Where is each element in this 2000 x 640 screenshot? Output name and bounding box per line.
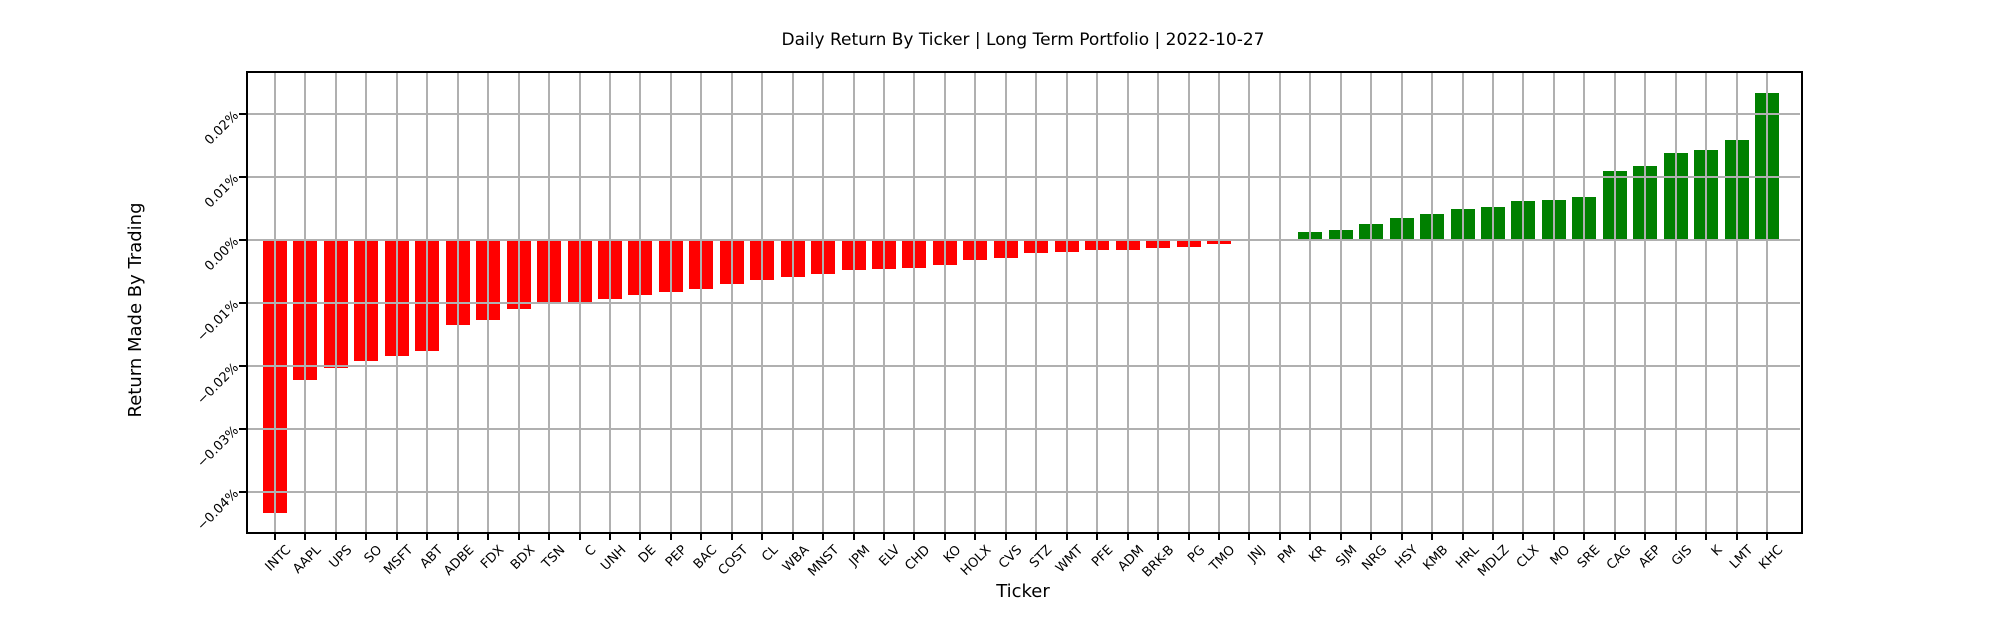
x-tick-mark [1674, 532, 1677, 540]
y-tick-mark [239, 427, 247, 430]
x-tick-mark [1217, 532, 1220, 540]
x-tick-mark [1613, 532, 1616, 540]
x-tick-mark [1644, 532, 1647, 540]
gridline-horizontal [247, 427, 1800, 430]
x-tick-mark [1004, 532, 1007, 540]
x-tick-mark [365, 532, 368, 540]
x-tick-mark [761, 532, 764, 540]
x-tick-mark [791, 532, 794, 540]
x-tick-mark [578, 532, 581, 540]
x-tick-mark [1065, 532, 1068, 540]
x-tick-mark [1735, 532, 1738, 540]
x-tick-mark [730, 532, 733, 540]
x-tick-mark [974, 532, 977, 540]
x-tick-mark [1705, 532, 1708, 540]
x-tick-mark [1248, 532, 1251, 540]
x-tick-mark [548, 532, 551, 540]
x-tick-mark [883, 532, 885, 540]
chart-title: Daily Return By Ticker | Long Term Portf… [781, 30, 1265, 50]
gridline-horizontal [247, 302, 1800, 305]
x-tick-mark [1766, 532, 1769, 540]
x-tick-mark [334, 532, 337, 540]
y-tick-mark [239, 239, 247, 242]
y-tick-mark [239, 113, 247, 116]
y-tick-mark [239, 302, 247, 305]
x-tick-mark [1431, 532, 1434, 540]
gridline-horizontal [247, 490, 1800, 493]
bar-chart: Daily Return By Ticker | Long Term Portf… [125, 30, 1803, 602]
x-tick-mark [822, 532, 825, 540]
x-tick-mark [1157, 532, 1160, 540]
x-tick-mark [1583, 532, 1586, 540]
x-tick-mark [913, 532, 916, 540]
x-tick-mark [1492, 532, 1494, 540]
x-tick-mark [1035, 532, 1038, 540]
x-tick-mark [700, 532, 703, 540]
gridline-horizontal [247, 113, 1800, 116]
x-tick-mark [1126, 532, 1129, 540]
gridline-horizontal [247, 239, 1800, 242]
x-tick-mark [1522, 532, 1525, 540]
x-tick-mark [639, 532, 642, 540]
x-axis-label: Ticker [996, 581, 1050, 602]
x-tick-mark [1309, 532, 1312, 540]
gridline-horizontal [247, 365, 1800, 367]
x-tick-mark [1187, 532, 1190, 540]
y-tick-mark [239, 176, 247, 179]
gridline-horizontal [247, 176, 1800, 179]
y-tick-mark [239, 490, 247, 493]
x-tick-mark [1552, 532, 1555, 540]
x-tick-mark [1339, 532, 1342, 540]
x-tick-mark [517, 532, 520, 540]
x-tick-mark [1400, 532, 1403, 540]
x-tick-mark [487, 532, 490, 540]
x-tick-mark [1278, 532, 1281, 540]
x-tick-mark [456, 532, 459, 540]
x-tick-mark [395, 532, 398, 540]
x-tick-mark [304, 532, 307, 540]
x-tick-mark [426, 532, 429, 540]
x-tick-mark [1096, 532, 1099, 540]
y-tick-mark [239, 365, 247, 367]
x-tick-mark [669, 532, 672, 540]
x-tick-mark [1461, 532, 1464, 540]
x-tick-mark [1370, 532, 1373, 540]
plot-area: INTC AAPL UPS SO MSFT ABT ADBE FDX BDX TSN C UNH DE P… [194, 73, 1800, 580]
x-tick-mark [943, 532, 946, 540]
x-tick-mark [274, 532, 276, 540]
x-tick-mark [852, 532, 855, 540]
y-axis-label: Return Made By Trading [125, 202, 146, 418]
x-tick-mark [608, 532, 611, 540]
